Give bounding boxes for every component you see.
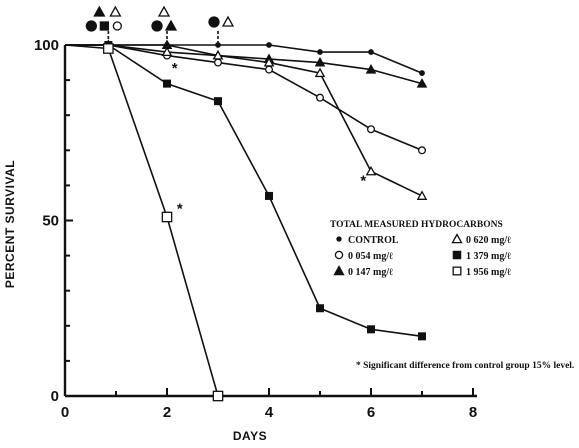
data-point-open-triangle [212,49,224,60]
data-point-open-square [103,43,114,54]
legend-entry: 0 620 mg/ℓ [451,233,511,246]
top-open-triangle [221,15,235,27]
top-marker-group [151,5,178,47]
legend-entry: 1 379 mg/ℓ [452,250,511,262]
series-line-open-triangle [65,44,423,197]
legend-entry: 0 054 mg/ℓ [334,250,393,262]
x-tick-label: 8 [469,404,477,421]
significance-mark: * [360,172,366,189]
legend-label: 0 147 mg/ℓ [348,267,393,278]
top-open-triangle [157,5,171,17]
data-point-open-circle [264,65,274,74]
y-tick-label: 50 [42,213,59,230]
x-tick-label: 4 [265,404,274,421]
legend-open-square-icon [452,266,462,276]
data-point-open-circle [213,58,223,67]
data-point-dot [368,49,374,55]
series-open-square [64,43,224,402]
y-axis-title: PERCENT SURVIVAL [3,160,17,288]
data-point-dot [215,42,221,48]
y-tick-label: 100 [34,37,59,54]
series-group: * * * [64,39,428,402]
data-point-open-triangle [161,46,173,57]
data-point-filled-square [417,332,427,341]
top-open-triangle [109,5,122,17]
data-point-filled-square [162,79,172,88]
data-point-open-triangle [263,57,275,67]
data-point-dot [419,70,425,76]
data-point-filled-square [213,97,223,106]
data-point-open-circle [417,146,427,155]
series-line-filled-square [65,44,423,338]
data-point-open-circle [366,125,376,134]
legend-filled-square-icon [452,250,462,260]
y-tick-label: 0 [51,388,59,405]
significance-mark: * [172,60,178,77]
legend-label: CONTROL [348,235,399,246]
series-filled-square [65,40,427,341]
data-point-open-square [212,390,224,402]
series-line-open-circle [65,44,423,152]
x-tick-label: 6 [367,404,375,421]
data-point-filled-square [264,191,274,200]
data-point-open-circle [315,93,325,102]
top-marker-group [208,15,235,47]
significance-mark: * [177,200,183,217]
series-open-circle [65,40,427,155]
x-tick-label: 2 [163,404,171,421]
legend-open-circle-icon [334,250,344,260]
data-point-dot [266,42,272,48]
data-point-dot [317,49,323,55]
data-point-filled-square [315,304,325,313]
legend-dot-icon [336,236,342,242]
data-point-filled-triangle [314,57,326,67]
legend-label: 1 379 mg/ℓ [466,251,511,262]
legend-entry: CONTROL [336,235,399,246]
legend-title: TOTAL MEASURED HYDROCARBONS [330,220,503,230]
x-axis-title: DAYS [233,429,267,443]
top-filled-square [99,21,109,31]
legend-open-triangle-icon [451,233,463,244]
series-open-triangle [65,39,428,200]
legend-filled-triangle-icon [333,265,345,276]
data-point-open-triangle [416,190,428,200]
x-tick-label: 0 [61,404,69,421]
legend-label: 0 054 mg/ℓ [348,251,393,262]
data-point-filled-triangle [365,64,377,74]
top-open-circle [112,21,122,31]
legend-entry: 0 147 mg/ℓ [333,265,393,278]
data-point-open-triangle [314,67,326,78]
top-marker-group [85,5,122,47]
top-filled-circle [85,20,97,32]
top-filled-triangle [93,5,106,17]
data-point-open-square [161,211,173,223]
top-filled-circle [151,20,163,32]
top-filled-triangle [164,19,178,31]
top-filled-circle [208,16,220,28]
series-line-filled-triangle [65,44,423,85]
footnote: * Significant difference from control gr… [356,361,574,371]
data-point-filled-triangle [416,78,428,88]
top-markers [85,5,235,47]
data-point-filled-square [366,325,376,334]
series-line-open-square [64,44,219,397]
legend-label: 1 956 mg/ℓ [466,267,511,278]
legend-label: 0 620 mg/ℓ [466,235,511,246]
legend: TOTAL MEASURED HYDROCARBONS CONTROL 0 620… [330,220,511,278]
legend-entry: 1 956 mg/ℓ [452,266,511,278]
data-point-open-triangle [365,165,377,176]
